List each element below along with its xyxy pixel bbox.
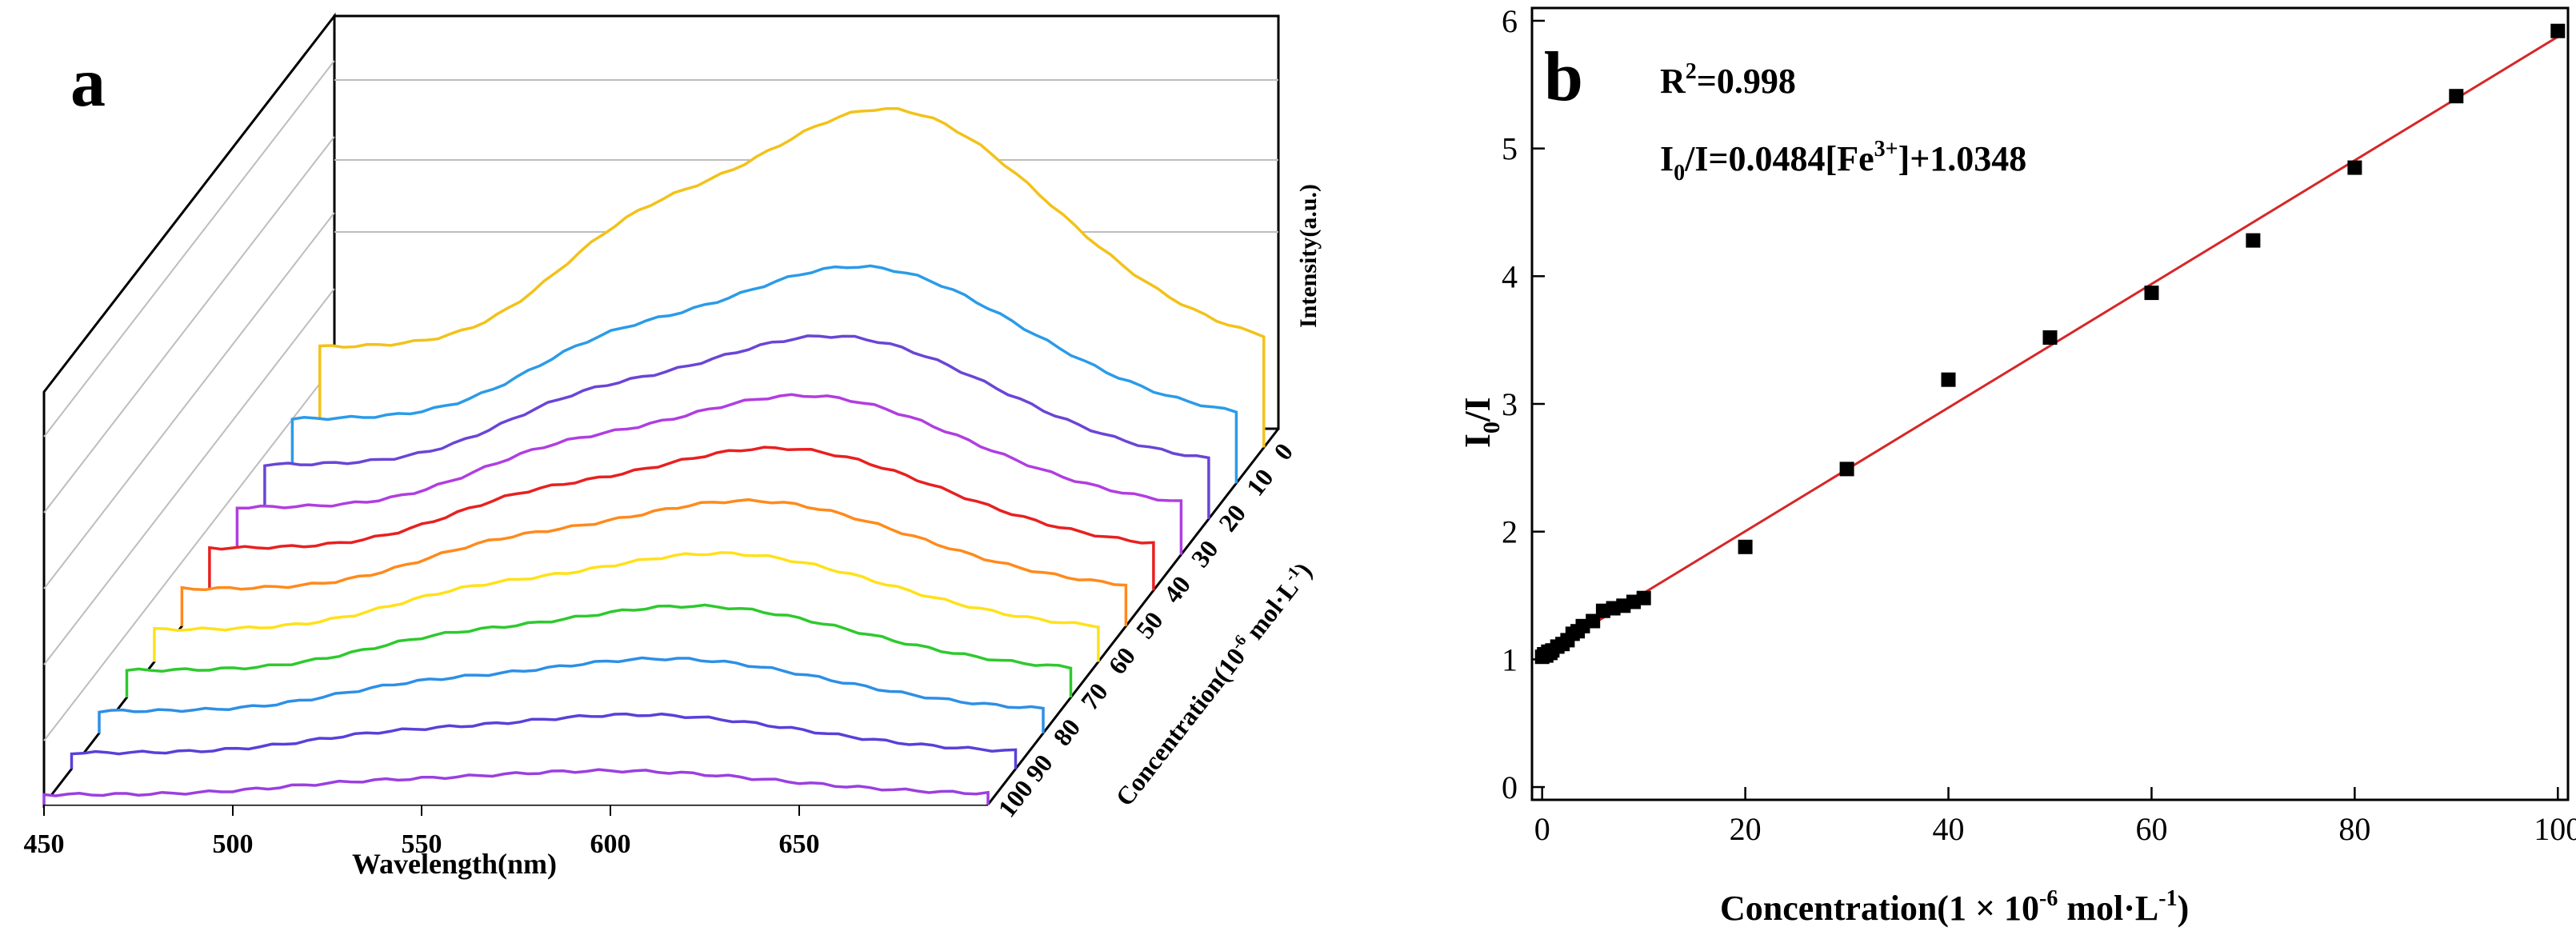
panel-b-x-tick-label: 40 [1933,811,1965,847]
panel-b-xlabel-prefix: Concentration(1 × 10 [1720,889,2039,928]
panel-b-data-point [2347,160,2362,175]
panel-b-xlabel-close: ) [2178,889,2190,928]
panel-b-xlabel-exp: -6 [2039,886,2058,911]
panel-b-xlabel-suffix: mol·L [2058,889,2158,928]
panel-b-y-ticks: 0 1 2 3 4 5 6 [1502,3,1545,805]
panel-b-data-point [2042,330,2058,345]
panel-b-data-point [1839,462,1854,477]
panel-b-label: b [1544,38,1583,116]
panel-b-data-point [1636,590,1651,605]
panel-b-r2: R2=0.998 [1660,59,1796,101]
panel-b-x-tick-label: 80 [2338,811,2370,847]
panel-b-ylabel-rest: /I [1457,397,1498,422]
panel-b-xlabel: Concentration(1 × 10-6 mol·L-1) [1720,886,2189,928]
panel-a-x-tick-label: 550 [402,829,442,859]
panel-b-data-point [2449,89,2464,104]
panel-b-ylabel: I0/I [1457,397,1505,448]
panel-b-ylabel-main: I [1457,434,1498,448]
panel-b-ylabel-sub: 0 [1478,422,1505,434]
panel-b-equation: I0/I=0.0484[Fe3+]+1.0348 [1660,137,2026,186]
panel-a-floor-right-edge [986,428,1280,805]
panel-b-xlabel-unit-exp: -1 [2158,886,2177,911]
panel-b-x-tick-label: 0 [1534,811,1550,847]
panel-b-data-point [2550,23,2566,38]
panel-b-y-tick-label: 5 [1502,131,1518,167]
panel-a-spectra [42,106,1266,805]
panel-b-r2-label: R [1660,62,1686,101]
panel-b-y-tick-label: 2 [1502,514,1518,550]
panel-b-data-point [1738,539,1753,554]
panel-b-fit-line [1541,35,2559,657]
panel-a-spectrum-100 [42,768,990,805]
panel-a-ylabel: Intensity(a.u.) [1295,184,1322,328]
panel-b-plot-frame [1530,6,2570,801]
panel-a-spectrum-80 [98,656,1045,733]
panel-b-x-ticks: 0 20 40 60 80 100 [1534,787,2576,847]
panel-a-side-gridline [43,288,335,665]
panel-a-zlabel: Concentration(10-6 mol·L-1) [1110,557,1318,811]
panel-b-y-tick-label: 0 [1502,769,1518,805]
panel-a-z-tick-label: 100 [992,774,1038,822]
panel-a-x-tick-label: 450 [24,829,65,859]
panel-b-eq-sup: 3+ [1874,137,1898,162]
panel-a-label: a [70,44,106,122]
panel-a-x-tick-label: 500 [213,829,254,859]
panel-b-data-point [2246,233,2261,248]
panel-a-z-tick-label: 0 [1268,438,1298,466]
panel-b-r2-value: =0.998 [1697,62,1796,101]
panel-b-y-tick-label: 1 [1502,641,1518,677]
panel-a-side-gridline [43,364,335,741]
panel-b-data-point [1941,372,1956,387]
panel-b-eq-i: I [1660,139,1674,178]
panel-b-eq-mid: /I=0.0484[Fe [1684,139,1874,178]
panel-b-eq-end: ]+1.0348 [1898,139,2027,178]
panel-a-spectrum-90 [70,712,1018,769]
panel-a-side-gridline [43,60,335,438]
panel-b-x-tick-label: 100 [2534,811,2576,847]
panel-b-r2-exp: 2 [1686,59,1697,84]
panel-b-data-point [2144,286,2159,301]
panel-a-x-tick-label: 650 [779,829,820,859]
panel-b-x-tick-label: 60 [2135,811,2167,847]
panel-a-side-gridline [43,212,335,589]
panel-b-y-tick-label: 3 [1502,386,1518,422]
panel-b-eq-sub: 0 [1674,161,1685,186]
panel-b-data-points [1534,23,2566,665]
panel-a-spectrum-70 [125,603,1073,697]
panel-a-xlabel: Wavelength(nm) [352,848,557,880]
panel-a-zlabel-suffix: mol·L [1236,574,1304,649]
panel-b-x-tick-label: 20 [1730,811,1762,847]
panel-b-y-tick-label: 6 [1502,3,1518,39]
panel-b-y-tick-label: 4 [1502,258,1518,294]
panel-b-fit-line-group [1541,35,2559,657]
panel-a-x-ticks: 450 500 550 600 650 [24,805,820,859]
panel-a-side-gridline [43,136,335,513]
panel-a-x-tick-label: 600 [590,829,631,859]
